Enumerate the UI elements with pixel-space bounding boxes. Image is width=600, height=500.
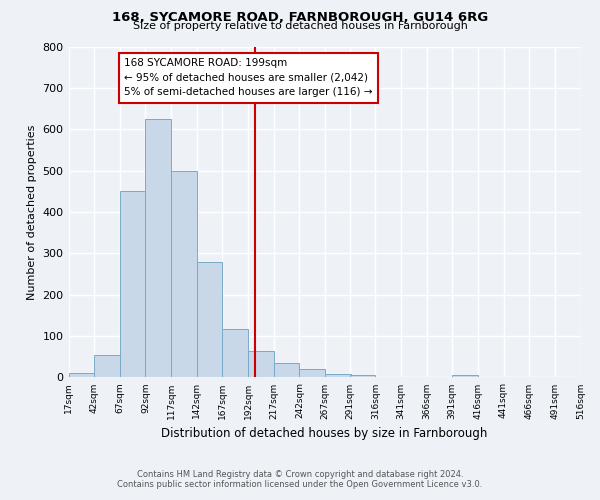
Text: 168, SYCAMORE ROAD, FARNBOROUGH, GU14 6RG: 168, SYCAMORE ROAD, FARNBOROUGH, GU14 6R… <box>112 11 488 24</box>
Bar <box>120 192 145 378</box>
Bar <box>248 352 274 378</box>
Bar <box>350 374 376 378</box>
Bar <box>325 374 350 378</box>
Bar <box>197 262 223 378</box>
Bar <box>274 363 299 378</box>
Bar <box>68 374 94 378</box>
Bar <box>299 369 325 378</box>
Text: 168 SYCAMORE ROAD: 199sqm
← 95% of detached houses are smaller (2,042)
5% of sem: 168 SYCAMORE ROAD: 199sqm ← 95% of detac… <box>124 58 373 98</box>
Y-axis label: Number of detached properties: Number of detached properties <box>27 124 37 300</box>
X-axis label: Distribution of detached houses by size in Farnborough: Distribution of detached houses by size … <box>161 427 488 440</box>
Bar <box>171 170 197 378</box>
Text: Contains HM Land Registry data © Crown copyright and database right 2024.
Contai: Contains HM Land Registry data © Crown c… <box>118 470 482 489</box>
Bar <box>223 329 248 378</box>
Bar <box>94 354 120 378</box>
Bar <box>452 376 478 378</box>
Text: Size of property relative to detached houses in Farnborough: Size of property relative to detached ho… <box>133 21 467 31</box>
Bar <box>145 119 171 378</box>
